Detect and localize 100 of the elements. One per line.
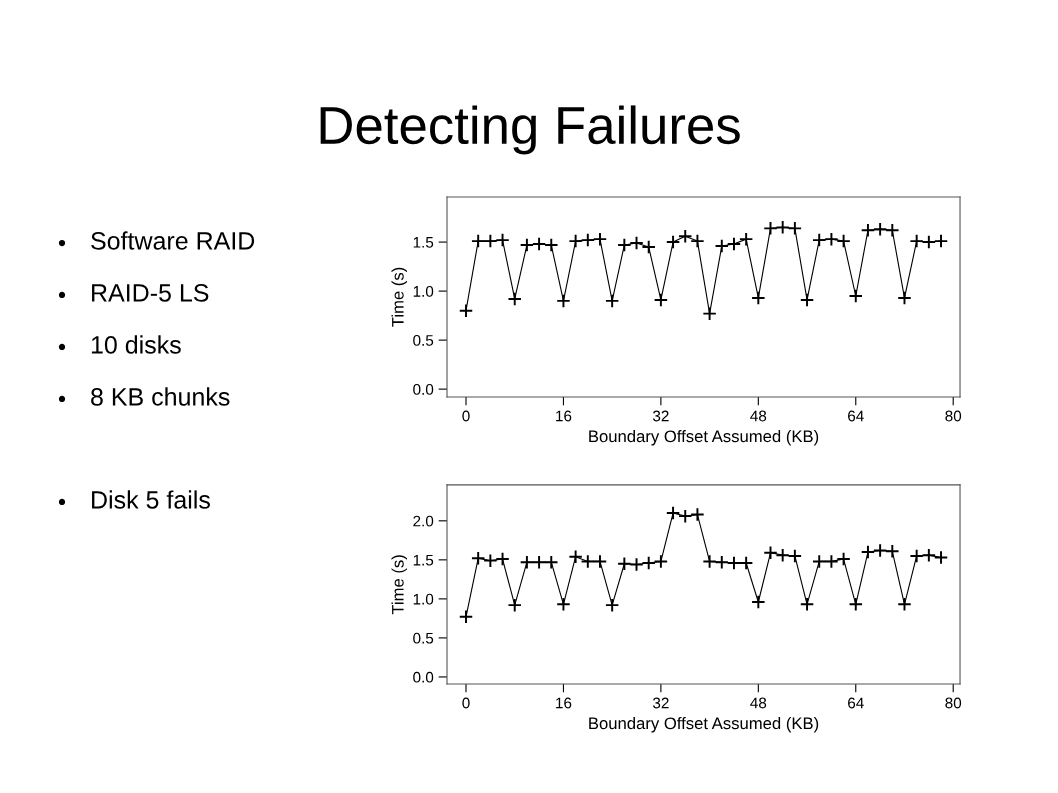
x-tick-label: 32 <box>652 410 669 422</box>
point <box>641 555 656 571</box>
point <box>556 293 571 309</box>
point <box>519 554 535 570</box>
x-tick-label: 48 <box>750 697 767 709</box>
point <box>678 508 693 524</box>
point <box>751 290 766 306</box>
point <box>726 555 742 571</box>
point <box>653 554 669 569</box>
point <box>812 232 827 248</box>
point <box>775 547 790 563</box>
y-tick-label: 0.0 <box>413 384 434 395</box>
text: 8 KB chunks <box>91 387 230 406</box>
point <box>751 594 766 610</box>
x-tick-label: 80 <box>945 410 962 422</box>
point <box>580 554 596 569</box>
x-tick-label: 48 <box>750 410 767 422</box>
text: RAID-5 LS <box>92 284 209 302</box>
x-tick-label: 16 <box>556 697 572 709</box>
point <box>507 291 522 307</box>
point <box>458 609 474 625</box>
point <box>580 232 596 248</box>
point <box>470 233 486 249</box>
point <box>665 234 681 250</box>
point <box>653 292 669 308</box>
text: Software RAID <box>91 231 255 250</box>
point <box>909 233 924 249</box>
point <box>799 597 815 612</box>
y-tick-label: 1.5 <box>413 237 434 248</box>
point <box>641 239 656 255</box>
point <box>787 221 803 236</box>
point <box>617 556 632 571</box>
point <box>921 234 937 250</box>
point <box>629 557 644 572</box>
point <box>702 554 717 569</box>
point <box>568 549 583 564</box>
point <box>458 303 474 318</box>
point <box>714 238 730 254</box>
x-axis-title: Boundary Offset Assumed (KB) <box>589 716 819 733</box>
point <box>544 237 559 253</box>
point <box>690 507 705 522</box>
point <box>763 545 778 561</box>
y-tick-label: 0.5 <box>413 334 434 346</box>
point <box>885 223 900 238</box>
point <box>726 236 742 252</box>
x-tick-label: 80 <box>945 697 962 709</box>
point <box>848 597 863 612</box>
point <box>568 233 583 249</box>
point <box>872 222 888 237</box>
point <box>836 551 851 567</box>
y-tick-label: 0.0 <box>413 671 434 683</box>
point <box>848 288 863 304</box>
point <box>897 290 912 306</box>
point <box>495 551 510 567</box>
point <box>933 233 949 249</box>
point <box>544 554 559 570</box>
point <box>860 544 876 560</box>
x-tick-label: 0 <box>462 410 470 422</box>
y-tick-label: 0.5 <box>413 632 434 644</box>
point <box>519 237 535 253</box>
y-axis-title: Time (s) <box>391 555 408 615</box>
point <box>824 231 839 247</box>
y-tick-label: 1.0 <box>413 285 434 297</box>
point <box>897 597 912 612</box>
point <box>933 550 949 565</box>
y-axis-title: Time (s) <box>391 267 408 327</box>
point <box>604 293 620 309</box>
y-tick-label: 2.0 <box>413 515 434 527</box>
point <box>763 221 778 236</box>
point <box>885 544 900 559</box>
point <box>836 233 851 249</box>
x-axis-title: Boundary Offset Assumed (KB) <box>589 429 819 446</box>
point <box>812 554 827 569</box>
x-tick-label: 32 <box>652 697 669 709</box>
point <box>629 235 644 251</box>
point <box>531 554 547 570</box>
point <box>787 548 803 564</box>
point <box>860 223 876 238</box>
point <box>690 233 705 249</box>
x-tick-label: 0 <box>462 697 470 709</box>
point <box>556 597 571 612</box>
point <box>714 554 730 570</box>
text: 10 disks <box>91 335 181 354</box>
x-tick-label: 16 <box>556 410 572 422</box>
point <box>592 554 608 569</box>
point <box>592 231 608 247</box>
text: Detecting Failures <box>320 105 740 155</box>
point <box>921 547 937 563</box>
y-tick-label: 1.0 <box>413 593 434 605</box>
point <box>507 597 522 613</box>
point <box>531 236 547 252</box>
point <box>872 543 888 558</box>
point <box>495 232 510 248</box>
point <box>702 306 717 321</box>
point <box>775 220 790 235</box>
point <box>483 553 498 568</box>
point <box>799 292 815 308</box>
y-tick-label: 1.5 <box>413 554 434 566</box>
x-tick-label: 64 <box>848 410 864 422</box>
point <box>604 597 620 613</box>
